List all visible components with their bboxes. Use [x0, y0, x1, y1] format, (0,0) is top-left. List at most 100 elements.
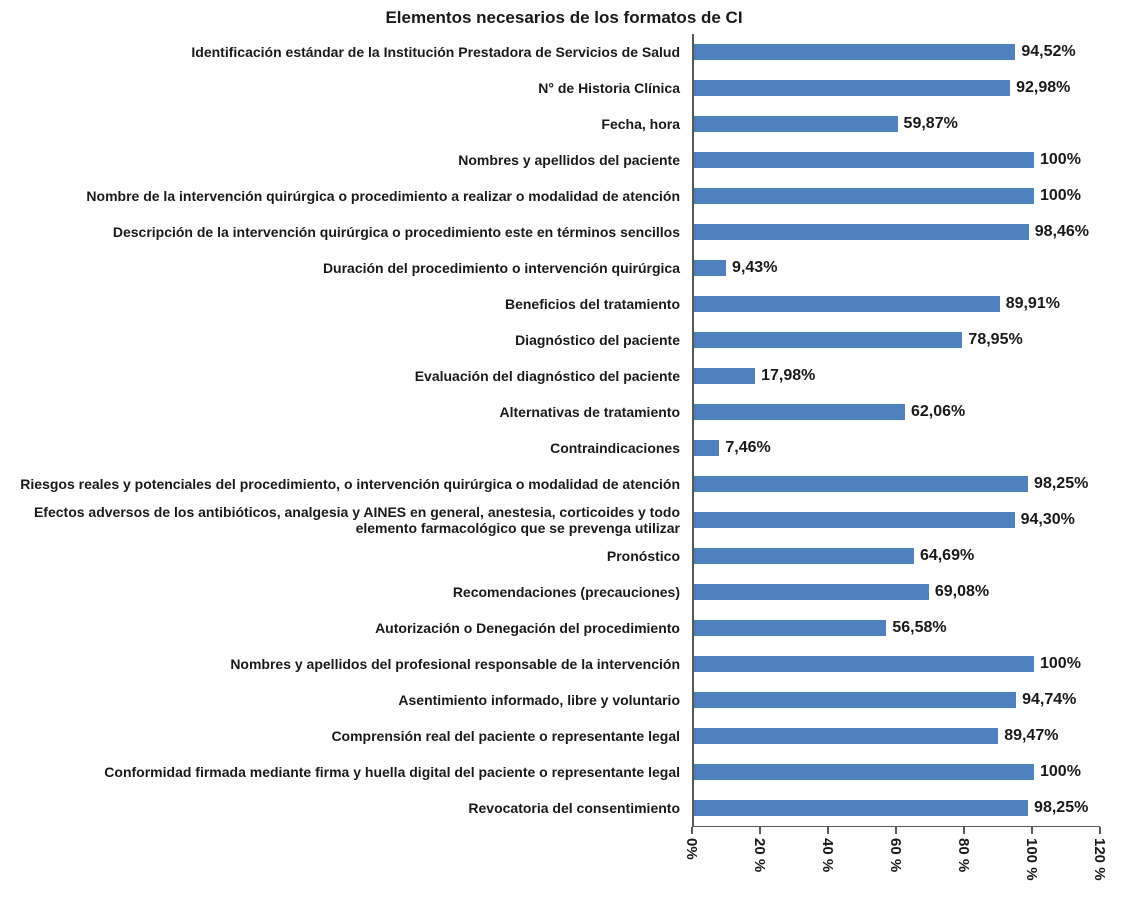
bar-area: 62,06% — [692, 394, 1102, 430]
chart-row: Asentimiento informado, libre y voluntar… — [0, 682, 1128, 718]
bar-area: 59,87% — [692, 106, 1102, 142]
bar — [694, 728, 999, 744]
value-label: 59,87% — [903, 115, 958, 132]
value-label: 78,95% — [968, 331, 1023, 348]
value-label: 100% — [1040, 763, 1081, 780]
bar-area: 89,91% — [692, 286, 1102, 322]
bar-area: 98,46% — [692, 214, 1102, 250]
chart-row: Pronóstico 64,69% — [0, 538, 1128, 574]
chart-row: Evaluación del diagnóstico del paciente 1… — [0, 358, 1128, 394]
value-label: 98,25% — [1034, 475, 1089, 492]
chart-row: Nombres y apellidos del paciente 100% — [0, 142, 1128, 178]
bar-area: 94,30% — [692, 502, 1102, 538]
bar-area: 100% — [692, 754, 1102, 790]
x-axis-tick — [691, 827, 693, 834]
bar-area: 9,43% — [692, 250, 1102, 286]
value-label: 100% — [1040, 187, 1081, 204]
bar-area: 7,46% — [692, 430, 1102, 466]
bar-area: 94,52% — [692, 34, 1102, 70]
category-label: Recomendaciones (precauciones) — [452, 583, 680, 600]
value-label: 100% — [1040, 151, 1081, 168]
bar — [694, 656, 1034, 672]
x-axis-tick-label: 20 % — [750, 838, 768, 873]
bar — [694, 368, 756, 384]
chart-row: Efectos adversos de los antibióticos, an… — [0, 502, 1128, 538]
category-label: Riesgos reales y potenciales del procedi… — [20, 475, 680, 492]
bar-area: 89,47% — [692, 718, 1102, 754]
bar — [694, 476, 1029, 492]
value-label: 94,52% — [1021, 43, 1076, 60]
bar-area: 56,58% — [692, 610, 1102, 646]
chart-row: Nombre de la intervención quirúrgica o p… — [0, 178, 1128, 214]
value-label: 9,43% — [732, 259, 778, 276]
category-label: Nombres y apellidos del profesional resp… — [230, 655, 680, 672]
bar — [694, 692, 1017, 708]
value-label: 69,08% — [934, 583, 990, 600]
category-label: Asentimiento informado, libre y voluntar… — [398, 691, 680, 708]
category-label: Alternativas de tratamiento — [499, 403, 681, 420]
bar-area: 17,98% — [692, 358, 1102, 394]
chart-row: Revocatoria del consentimiento 98,25% — [0, 790, 1128, 826]
bar-area: 92,98% — [692, 70, 1102, 106]
chart-row: Alternativas de tratamiento 62,06% — [0, 394, 1128, 430]
bar — [694, 548, 914, 564]
category-label: Descripción de la intervención quirúrgic… — [112, 223, 680, 240]
bar — [694, 116, 898, 132]
chart-title: Elementos necesarios de los formatos de … — [385, 8, 743, 27]
x-axis-tick-label: 100 % — [1023, 838, 1040, 881]
x-axis-tick — [826, 827, 829, 834]
bar — [694, 188, 1034, 204]
category-label: Comprensión real del paciente o represen… — [331, 727, 680, 744]
bar-area: 69,08% — [692, 574, 1102, 610]
value-label: 64,69% — [919, 547, 975, 564]
bar-area: 100% — [692, 142, 1102, 178]
bar — [694, 764, 1034, 780]
x-axis-tick-label: 0% — [683, 838, 700, 860]
category-label: Efectos adversos de los antibióticos, an… — [33, 503, 680, 536]
value-label: 92,98% — [1016, 79, 1071, 96]
value-label: 7,46% — [725, 439, 771, 456]
chart-row: Identificación estándar de la Institució… — [0, 34, 1128, 70]
category-label: Duración del procedimiento o intervenció… — [322, 259, 680, 276]
value-label: 89,91% — [1005, 295, 1060, 312]
bar — [694, 440, 720, 456]
chart-row: Duración del procedimiento o intervenció… — [0, 250, 1128, 286]
value-label: 100% — [1040, 655, 1081, 672]
value-label: 56,58% — [892, 619, 947, 636]
bar — [694, 620, 887, 636]
x-axis-tick-label: 60 % — [887, 838, 904, 873]
chart-row: Conformidad firmada mediante firma y hue… — [0, 754, 1128, 790]
category-label: Nombre de la intervención quirúrgica o p… — [86, 187, 680, 204]
bar — [694, 80, 1011, 96]
chart-row: Riesgos reales y potenciales del procedi… — [0, 466, 1128, 502]
value-label: 98,46% — [1034, 223, 1090, 240]
category-label: Revocatoria del consentimiento — [468, 799, 680, 816]
x-axis-tick — [895, 827, 897, 834]
bar — [694, 260, 727, 276]
chart-row: Contraindicaciones 7,46% — [0, 430, 1128, 466]
bar-area: 100% — [692, 178, 1102, 214]
category-label: Identificación estándar de la Institució… — [191, 43, 680, 60]
category-label: Evaluación del diagnóstico del paciente — [414, 367, 680, 384]
category-label: Pronóstico — [606, 547, 680, 564]
category-label: Fecha, hora — [601, 115, 680, 132]
x-axis-tick-label: 120 % — [1091, 838, 1108, 881]
chart-row: Recomendaciones (precauciones) 69,08% — [0, 574, 1128, 610]
bar — [694, 332, 963, 348]
value-label: 98,25% — [1034, 799, 1089, 816]
chart-row: Beneficios del tratamiento 89,91% — [0, 286, 1128, 322]
bar-area: 98,25% — [692, 790, 1102, 826]
chart-row: N° de Historia Clínica 92,98% — [0, 70, 1128, 106]
value-label: 94,30% — [1020, 511, 1075, 528]
chart-row: Autorización o Denegación del procedimie… — [0, 610, 1128, 646]
chart-row: Diagnóstico del paciente 78,95% — [0, 322, 1128, 358]
chart-row: Fecha, hora 59,87% — [0, 106, 1128, 142]
chart-row: Comprensión real del paciente o represen… — [0, 718, 1128, 754]
bar — [694, 296, 1000, 312]
x-axis: 0% 20 % 40 % 60 % 80 % 100 % 120 % — [683, 826, 1108, 897]
chart-row: Descripción de la intervención quirúrgic… — [0, 214, 1128, 250]
bar-area: 98,25% — [692, 466, 1102, 502]
value-label: 89,47% — [1004, 727, 1059, 744]
x-axis-tick-label: 40 % — [818, 838, 836, 873]
